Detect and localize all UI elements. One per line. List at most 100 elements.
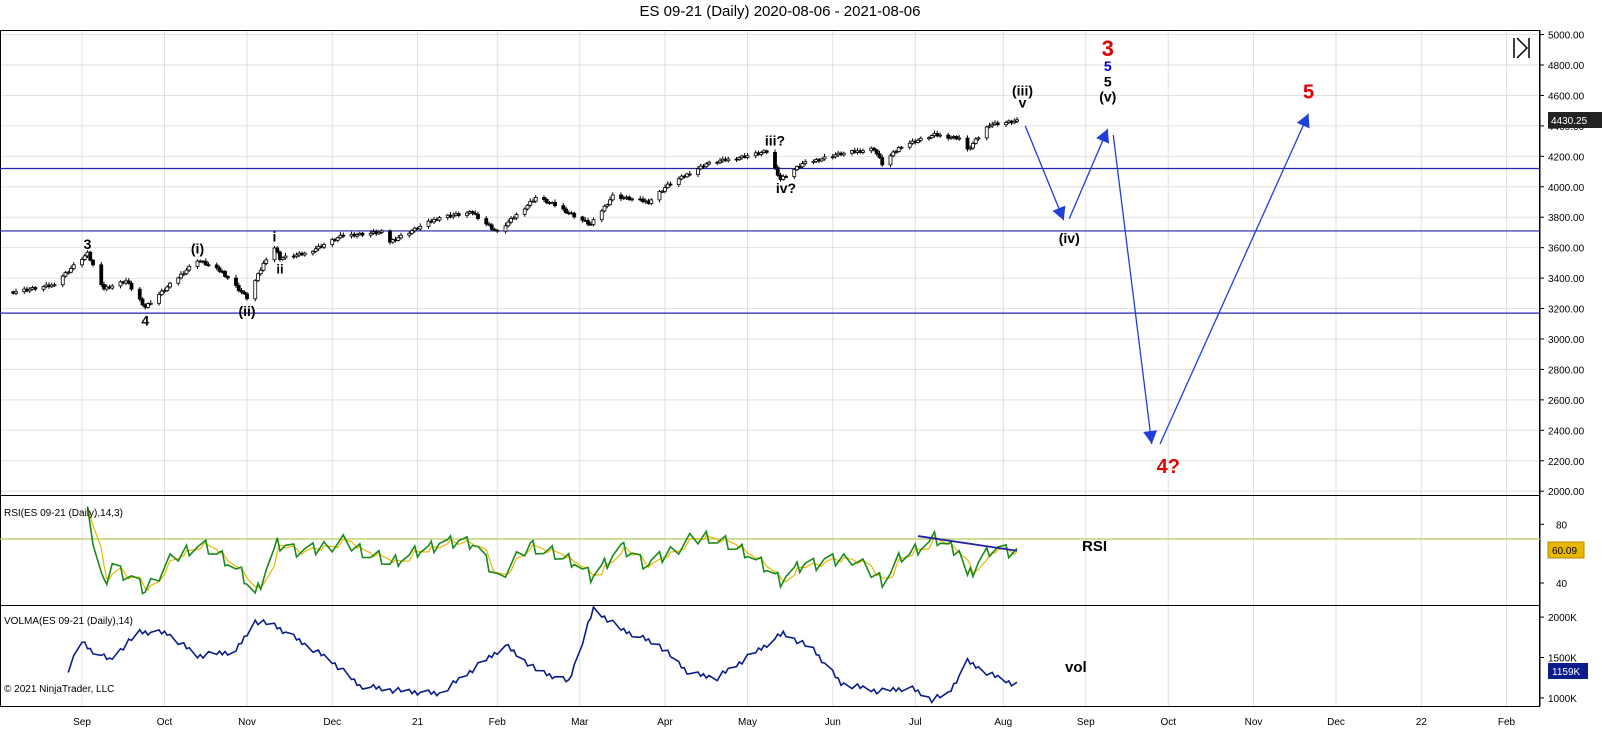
candle-body bbox=[660, 190, 665, 193]
vol-value-badge: 1159K bbox=[1548, 663, 1588, 679]
rsi-pane-label: RSI(ES 09-21 (Daily),14,3) bbox=[4, 508, 123, 519]
y-tick-label: 4600.00 bbox=[1548, 91, 1585, 102]
axes: Sep Oct Nov Dec 21 Feb Mar Apr May Jun Jul Aug Sep Oc… bbox=[73, 31, 1584, 728]
candle-body bbox=[544, 199, 549, 204]
candle-body bbox=[649, 199, 654, 204]
x-tick-label: Jun bbox=[825, 717, 841, 728]
candle-body bbox=[1012, 120, 1017, 124]
x-tick-label: Dec bbox=[1327, 717, 1345, 728]
candle-body bbox=[971, 143, 975, 149]
wave-label: (v) bbox=[1099, 89, 1116, 105]
candle-body bbox=[528, 201, 533, 206]
candle-body bbox=[140, 298, 145, 306]
candle-body bbox=[456, 213, 461, 216]
candle-body bbox=[71, 264, 76, 269]
candle-body bbox=[69, 268, 73, 273]
rsi-pane bbox=[0, 506, 1540, 595]
candle-body bbox=[591, 219, 596, 225]
candle-body bbox=[14, 291, 18, 294]
candle-body bbox=[737, 157, 742, 160]
candle-body bbox=[341, 234, 346, 237]
candle-body bbox=[819, 158, 824, 162]
candle-body bbox=[60, 275, 65, 286]
candle-body bbox=[995, 122, 1000, 126]
candle-body bbox=[687, 173, 692, 176]
x-tick-label: Oct bbox=[1160, 717, 1176, 728]
scroll-to-end-icon[interactable] bbox=[1508, 37, 1532, 59]
candle-body bbox=[184, 269, 189, 275]
candle-body bbox=[976, 137, 981, 140]
wave-label: i bbox=[273, 229, 277, 245]
candle-body bbox=[33, 287, 38, 290]
wave-label: iv? bbox=[776, 180, 796, 196]
pane-frame bbox=[0, 495, 1540, 606]
candle-body bbox=[63, 272, 68, 277]
candle-body bbox=[118, 281, 123, 287]
candle-body bbox=[619, 194, 623, 199]
x-tick-label: Mar bbox=[571, 717, 589, 728]
candle-body bbox=[822, 156, 827, 160]
candle-body bbox=[261, 262, 266, 271]
candle-body bbox=[803, 161, 808, 165]
y-tick-label: 3600.00 bbox=[1548, 244, 1585, 255]
candle-body bbox=[99, 264, 104, 285]
candle-body bbox=[203, 260, 208, 266]
wave-label: 4 bbox=[141, 312, 149, 328]
candle-body bbox=[388, 230, 392, 243]
x-tick-label: Sep bbox=[73, 717, 91, 728]
volma-pane-label: VOLMA(ES 09-21 (Daily),14) bbox=[4, 616, 133, 627]
candle-body bbox=[88, 251, 93, 261]
candle-body bbox=[841, 152, 846, 156]
wave-label: 3 bbox=[84, 236, 92, 252]
candle-body bbox=[877, 153, 882, 159]
x-tick-label: Dec bbox=[323, 717, 341, 728]
y-tick-label: 4200.00 bbox=[1548, 152, 1585, 163]
x-tick-label: Sep bbox=[1077, 717, 1095, 728]
candle-body bbox=[872, 147, 876, 151]
candle-body bbox=[781, 175, 786, 180]
candle-body bbox=[533, 197, 538, 202]
candle-body bbox=[929, 135, 934, 139]
candle-body bbox=[239, 290, 244, 293]
volma-pane bbox=[67, 605, 1018, 704]
candle-body bbox=[258, 269, 263, 275]
candle-body bbox=[335, 237, 340, 241]
candle-body bbox=[525, 204, 530, 210]
candle-body bbox=[465, 212, 469, 216]
candle-body bbox=[503, 225, 508, 232]
candle-body bbox=[957, 137, 962, 140]
candle-body bbox=[888, 155, 893, 166]
candle-body bbox=[126, 280, 131, 284]
candle-body bbox=[764, 150, 769, 153]
candle-body bbox=[553, 202, 557, 207]
volma-line bbox=[67, 605, 1018, 704]
candle-body bbox=[718, 160, 722, 164]
y-tick-label: 2800.00 bbox=[1548, 365, 1585, 376]
candle-body bbox=[322, 244, 326, 248]
arrow-head bbox=[1296, 113, 1310, 129]
x-tick-label: May bbox=[738, 717, 757, 728]
projection-arrow bbox=[1068, 128, 1109, 219]
wave-label: (iii) bbox=[1012, 82, 1033, 98]
vol-tick-label: 2000K bbox=[1548, 613, 1577, 624]
candle-body bbox=[509, 218, 513, 223]
candle-body bbox=[379, 230, 384, 233]
candle-body bbox=[811, 161, 816, 163]
y-tick-label: 2200.00 bbox=[1548, 457, 1585, 468]
projection-arrow bbox=[1159, 113, 1310, 445]
candle-body bbox=[80, 259, 84, 266]
candle-body bbox=[668, 183, 673, 186]
candle-body bbox=[792, 169, 797, 177]
price-candles bbox=[11, 117, 1019, 310]
projection-arrow bbox=[1112, 134, 1153, 445]
candle-body bbox=[599, 210, 604, 221]
y-tick-label: 2000.00 bbox=[1548, 487, 1585, 498]
vol-tick-label: 1000K bbox=[1548, 694, 1577, 705]
rsi-tick-label: 40 bbox=[1556, 579, 1568, 590]
candle-body bbox=[476, 213, 480, 219]
candle-body bbox=[157, 294, 161, 304]
candle-body bbox=[242, 291, 247, 295]
candle-body bbox=[278, 251, 282, 260]
candle-body bbox=[253, 280, 258, 300]
